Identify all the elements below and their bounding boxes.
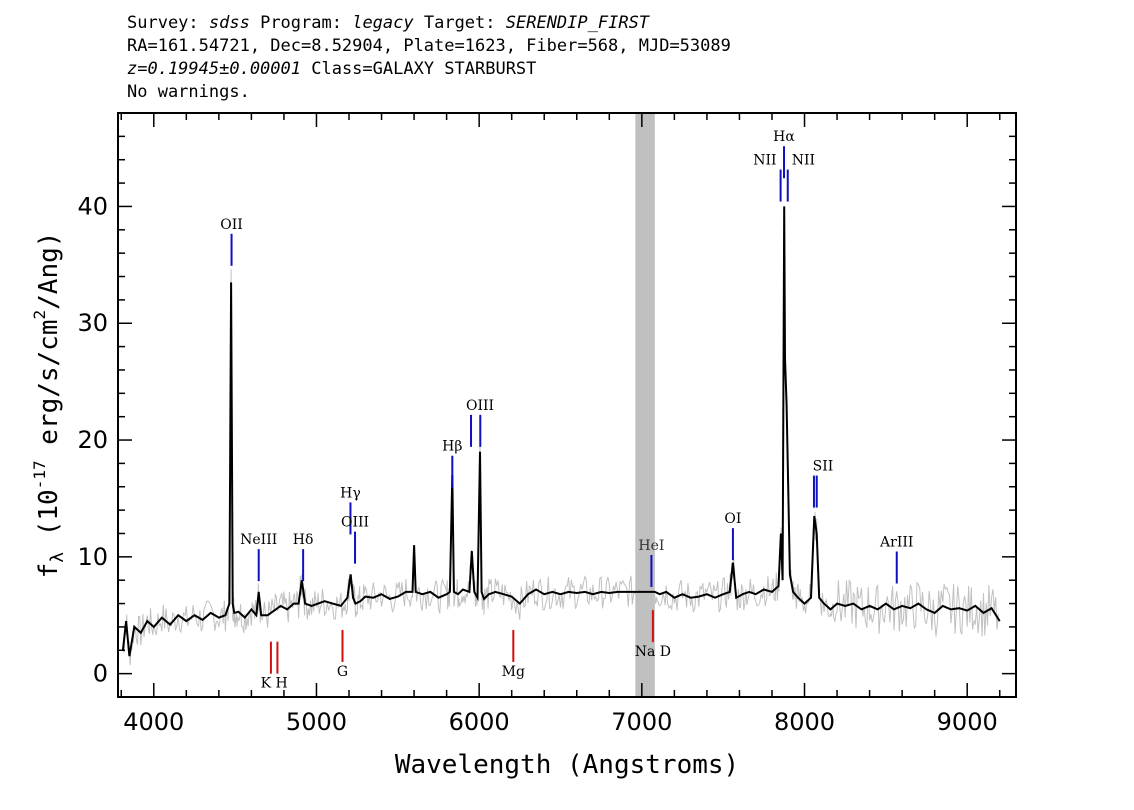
emission-line-label: OIII: [341, 515, 369, 531]
absorption-line-label: G: [337, 664, 348, 680]
emission-line-label: Hα: [773, 129, 795, 145]
emission-line-label: NeIII: [240, 532, 277, 548]
header-line-survey: Survey: sdss Program: legacy Target: SER…: [127, 13, 650, 33]
emission-line-label: Hβ: [442, 439, 462, 455]
header-line-redshift: z=0.19945±0.00001 Class=GALAXY STARBURST: [127, 59, 537, 79]
x-tick-label: 9000: [937, 708, 998, 736]
emission-line-label: Hγ: [340, 485, 361, 501]
y-tick-label: 40: [77, 192, 108, 220]
emission-line-label: OII: [220, 217, 243, 233]
emission-line-label: OI: [724, 511, 741, 527]
header-line-coordinates: RA=161.54721, Dec=8.52904, Plate=1623, F…: [127, 36, 731, 56]
emission-line-label: HeI: [638, 538, 664, 554]
absorption-line-label: Na D: [635, 644, 671, 660]
x-axis-title: Wavelength (Angstroms): [395, 750, 739, 780]
x-tick-label: 7000: [611, 708, 672, 736]
emission-line-label: NII: [753, 153, 776, 169]
absorption-line-label: K H: [261, 676, 288, 692]
x-tick-label: 8000: [774, 708, 835, 736]
y-tick-label: 10: [77, 543, 108, 571]
x-tick-label: 6000: [449, 708, 510, 736]
y-tick-label: 0: [93, 660, 108, 688]
absorption-line-label: Mg: [502, 664, 525, 680]
plot-frame: [117, 112, 1017, 698]
y-axis-title: fλ (10-17 erg/s/cm2/Ang): [30, 232, 68, 579]
x-tick-label: 4000: [123, 708, 184, 736]
spectrum-header: Survey: sdss Program: legacy Target: SER…: [127, 12, 731, 104]
emission-line-label: SII: [813, 459, 834, 475]
x-tick-label: 5000: [286, 708, 347, 736]
emission-line-label: OIII: [466, 398, 494, 414]
y-tick-label: 20: [77, 426, 108, 454]
emission-line-label: ArIII: [879, 534, 913, 550]
y-tick-label: 30: [77, 309, 108, 337]
flux-spectrum: [121, 206, 1001, 657]
error-spectrum: [122, 213, 999, 666]
emission-line-label: Hδ: [293, 532, 314, 548]
masked-band: [635, 113, 655, 697]
header-line-warnings: No warnings.: [127, 82, 250, 102]
emission-line-label: NII: [792, 153, 815, 169]
